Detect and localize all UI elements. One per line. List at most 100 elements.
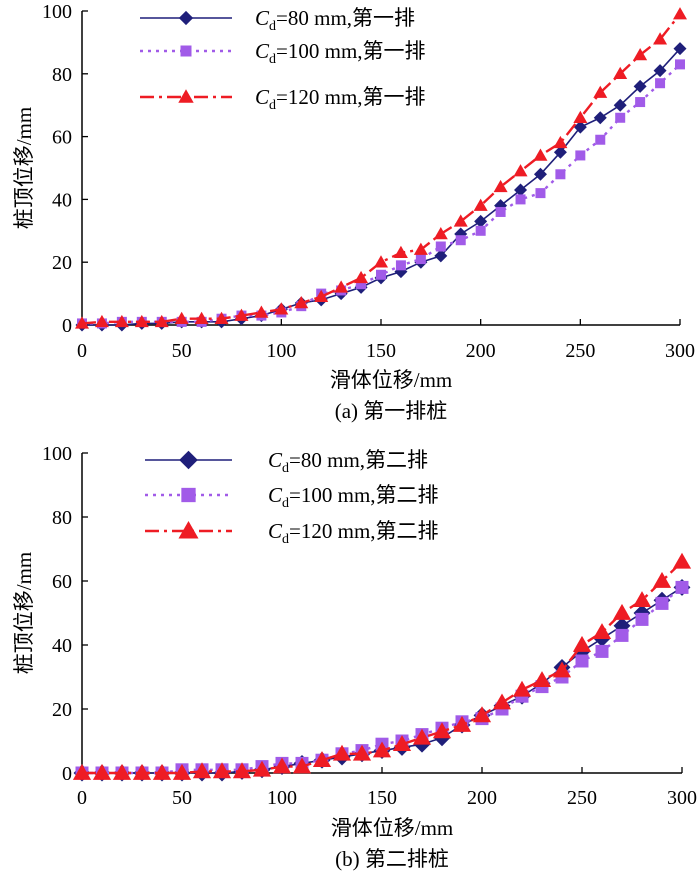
data-point-triangle <box>272 757 292 774</box>
y-tick-label: 100 <box>42 443 72 465</box>
data-point-triangle <box>254 305 269 318</box>
data-point-triangle <box>114 314 129 328</box>
chart-panel-b: 0 20 40 60 80 100 0 50 100 150 200 250 300 滑体位移/mm 桩顶位… <box>12 443 697 871</box>
x-axis-label: 滑体位移/mm <box>330 368 453 392</box>
data-point-triangle <box>592 623 612 640</box>
x-tick-label: 0 <box>77 340 87 362</box>
data-point-triangle <box>533 148 548 161</box>
data-point-triangle <box>72 763 92 780</box>
y-tick-label: 40 <box>52 635 72 657</box>
legend-marker-square <box>180 45 192 57</box>
data-point-square <box>575 654 589 668</box>
y-tick-label: 20 <box>52 699 72 721</box>
y-tick-label: 80 <box>52 64 72 86</box>
data-point-triangle <box>413 242 428 255</box>
data-point-square <box>675 59 685 70</box>
data-point-square <box>455 235 466 246</box>
data-point-triangle <box>292 757 312 774</box>
legend-marker-diamond <box>178 10 194 26</box>
chart-panel-a: 0 20 40 60 80 100 0 50 100 150 200 250 300 滑体位移/mm 桩顶位… <box>12 1 695 423</box>
panel-caption: (a) 第一排桩 <box>335 399 448 423</box>
legend-label: Cd=120 mm,第一排 <box>255 85 426 113</box>
x-tick-label: 200 <box>466 340 496 362</box>
data-point-triangle <box>75 316 89 329</box>
x-axis-label: 滑体位移/mm <box>331 816 454 840</box>
x-tick-label: 250 <box>567 787 597 809</box>
data-point-square <box>635 612 649 626</box>
data-point-triangle <box>473 198 488 211</box>
legend-entry: Cd=100 mm,第二排 <box>145 483 439 511</box>
data-point-triangle <box>613 66 628 80</box>
y-axis-label: 桩顶位移/mm <box>12 552 36 675</box>
data-point-triangle <box>354 270 369 284</box>
legend-label: Cd=80 mm,第二排 <box>268 448 428 476</box>
data-point-square <box>376 269 386 280</box>
y-tick-label: 40 <box>52 189 72 211</box>
data-point-triangle <box>192 762 212 779</box>
x-tick-label: 0 <box>77 787 87 809</box>
data-point-diamond <box>533 167 547 181</box>
data-point-diamond <box>653 64 667 78</box>
legend-entry: Cd=120 mm,第二排 <box>145 519 439 547</box>
data-point-triangle <box>294 296 309 309</box>
data-point-triangle <box>493 179 508 193</box>
data-point-triangle <box>172 763 192 780</box>
legend-label: Cd=100 mm,第二排 <box>268 483 439 511</box>
data-point-square <box>595 644 609 658</box>
data-point-triangle <box>94 314 109 328</box>
data-point-square <box>515 194 526 205</box>
data-point-triangle <box>152 763 172 780</box>
y-tick-label: 80 <box>52 507 72 529</box>
data-point-square <box>595 134 606 145</box>
data-point-triangle <box>433 226 448 240</box>
data-point-square <box>415 254 426 265</box>
data-point-triangle <box>612 603 632 620</box>
data-point-triangle <box>393 245 408 259</box>
series-triangle <box>75 7 687 329</box>
panel-caption: (b) 第二排桩 <box>335 847 449 871</box>
data-point-diamond <box>553 145 567 159</box>
data-point-triangle <box>312 751 332 768</box>
x-tick-label: 300 <box>665 340 695 362</box>
data-point-triangle <box>552 661 572 678</box>
legend-label: Cd=80 mm,第一排 <box>255 6 415 34</box>
data-point-diamond <box>434 249 448 263</box>
data-point-triangle <box>372 741 392 758</box>
legend-marker-diamond <box>179 450 198 470</box>
x-tick-label: 150 <box>367 787 397 809</box>
data-point-square <box>495 206 506 217</box>
x-tick-label: 150 <box>366 340 396 362</box>
data-point-triangle <box>234 308 249 321</box>
data-point-triangle <box>652 571 672 588</box>
y-axis-label: 桩顶位移/mm <box>12 107 36 230</box>
data-point-triangle <box>212 762 232 779</box>
data-point-triangle <box>252 760 272 777</box>
data-point-square <box>555 169 566 180</box>
legend-marker-triangle <box>178 89 194 103</box>
x-tick-label: 50 <box>172 340 192 362</box>
data-point-triangle <box>672 552 692 569</box>
data-point-triangle <box>412 728 432 745</box>
data-point-square <box>655 596 669 610</box>
data-point-triangle <box>274 302 289 315</box>
legend-entry: Cd=80 mm,第一排 <box>140 6 415 34</box>
data-point-triangle <box>352 744 372 761</box>
data-point-diamond <box>514 183 528 197</box>
x-tick-label: 200 <box>467 787 497 809</box>
data-point-square <box>655 78 666 89</box>
data-point-triangle <box>134 314 149 328</box>
x-tick-label: 50 <box>172 787 192 809</box>
x-tick-label: 250 <box>565 340 595 362</box>
x-tick-label: 100 <box>267 787 297 809</box>
data-point-triangle <box>632 591 652 608</box>
data-point-diamond <box>673 42 687 56</box>
data-point-square <box>575 150 586 161</box>
legend-marker-square <box>181 487 196 503</box>
data-point-triangle <box>513 164 528 177</box>
data-point-triangle <box>492 693 512 710</box>
legend-entry: Cd=80 mm,第二排 <box>145 448 428 476</box>
data-point-triangle <box>673 7 687 20</box>
y-tick-label: 20 <box>52 252 72 274</box>
data-point-triangle <box>452 715 472 732</box>
